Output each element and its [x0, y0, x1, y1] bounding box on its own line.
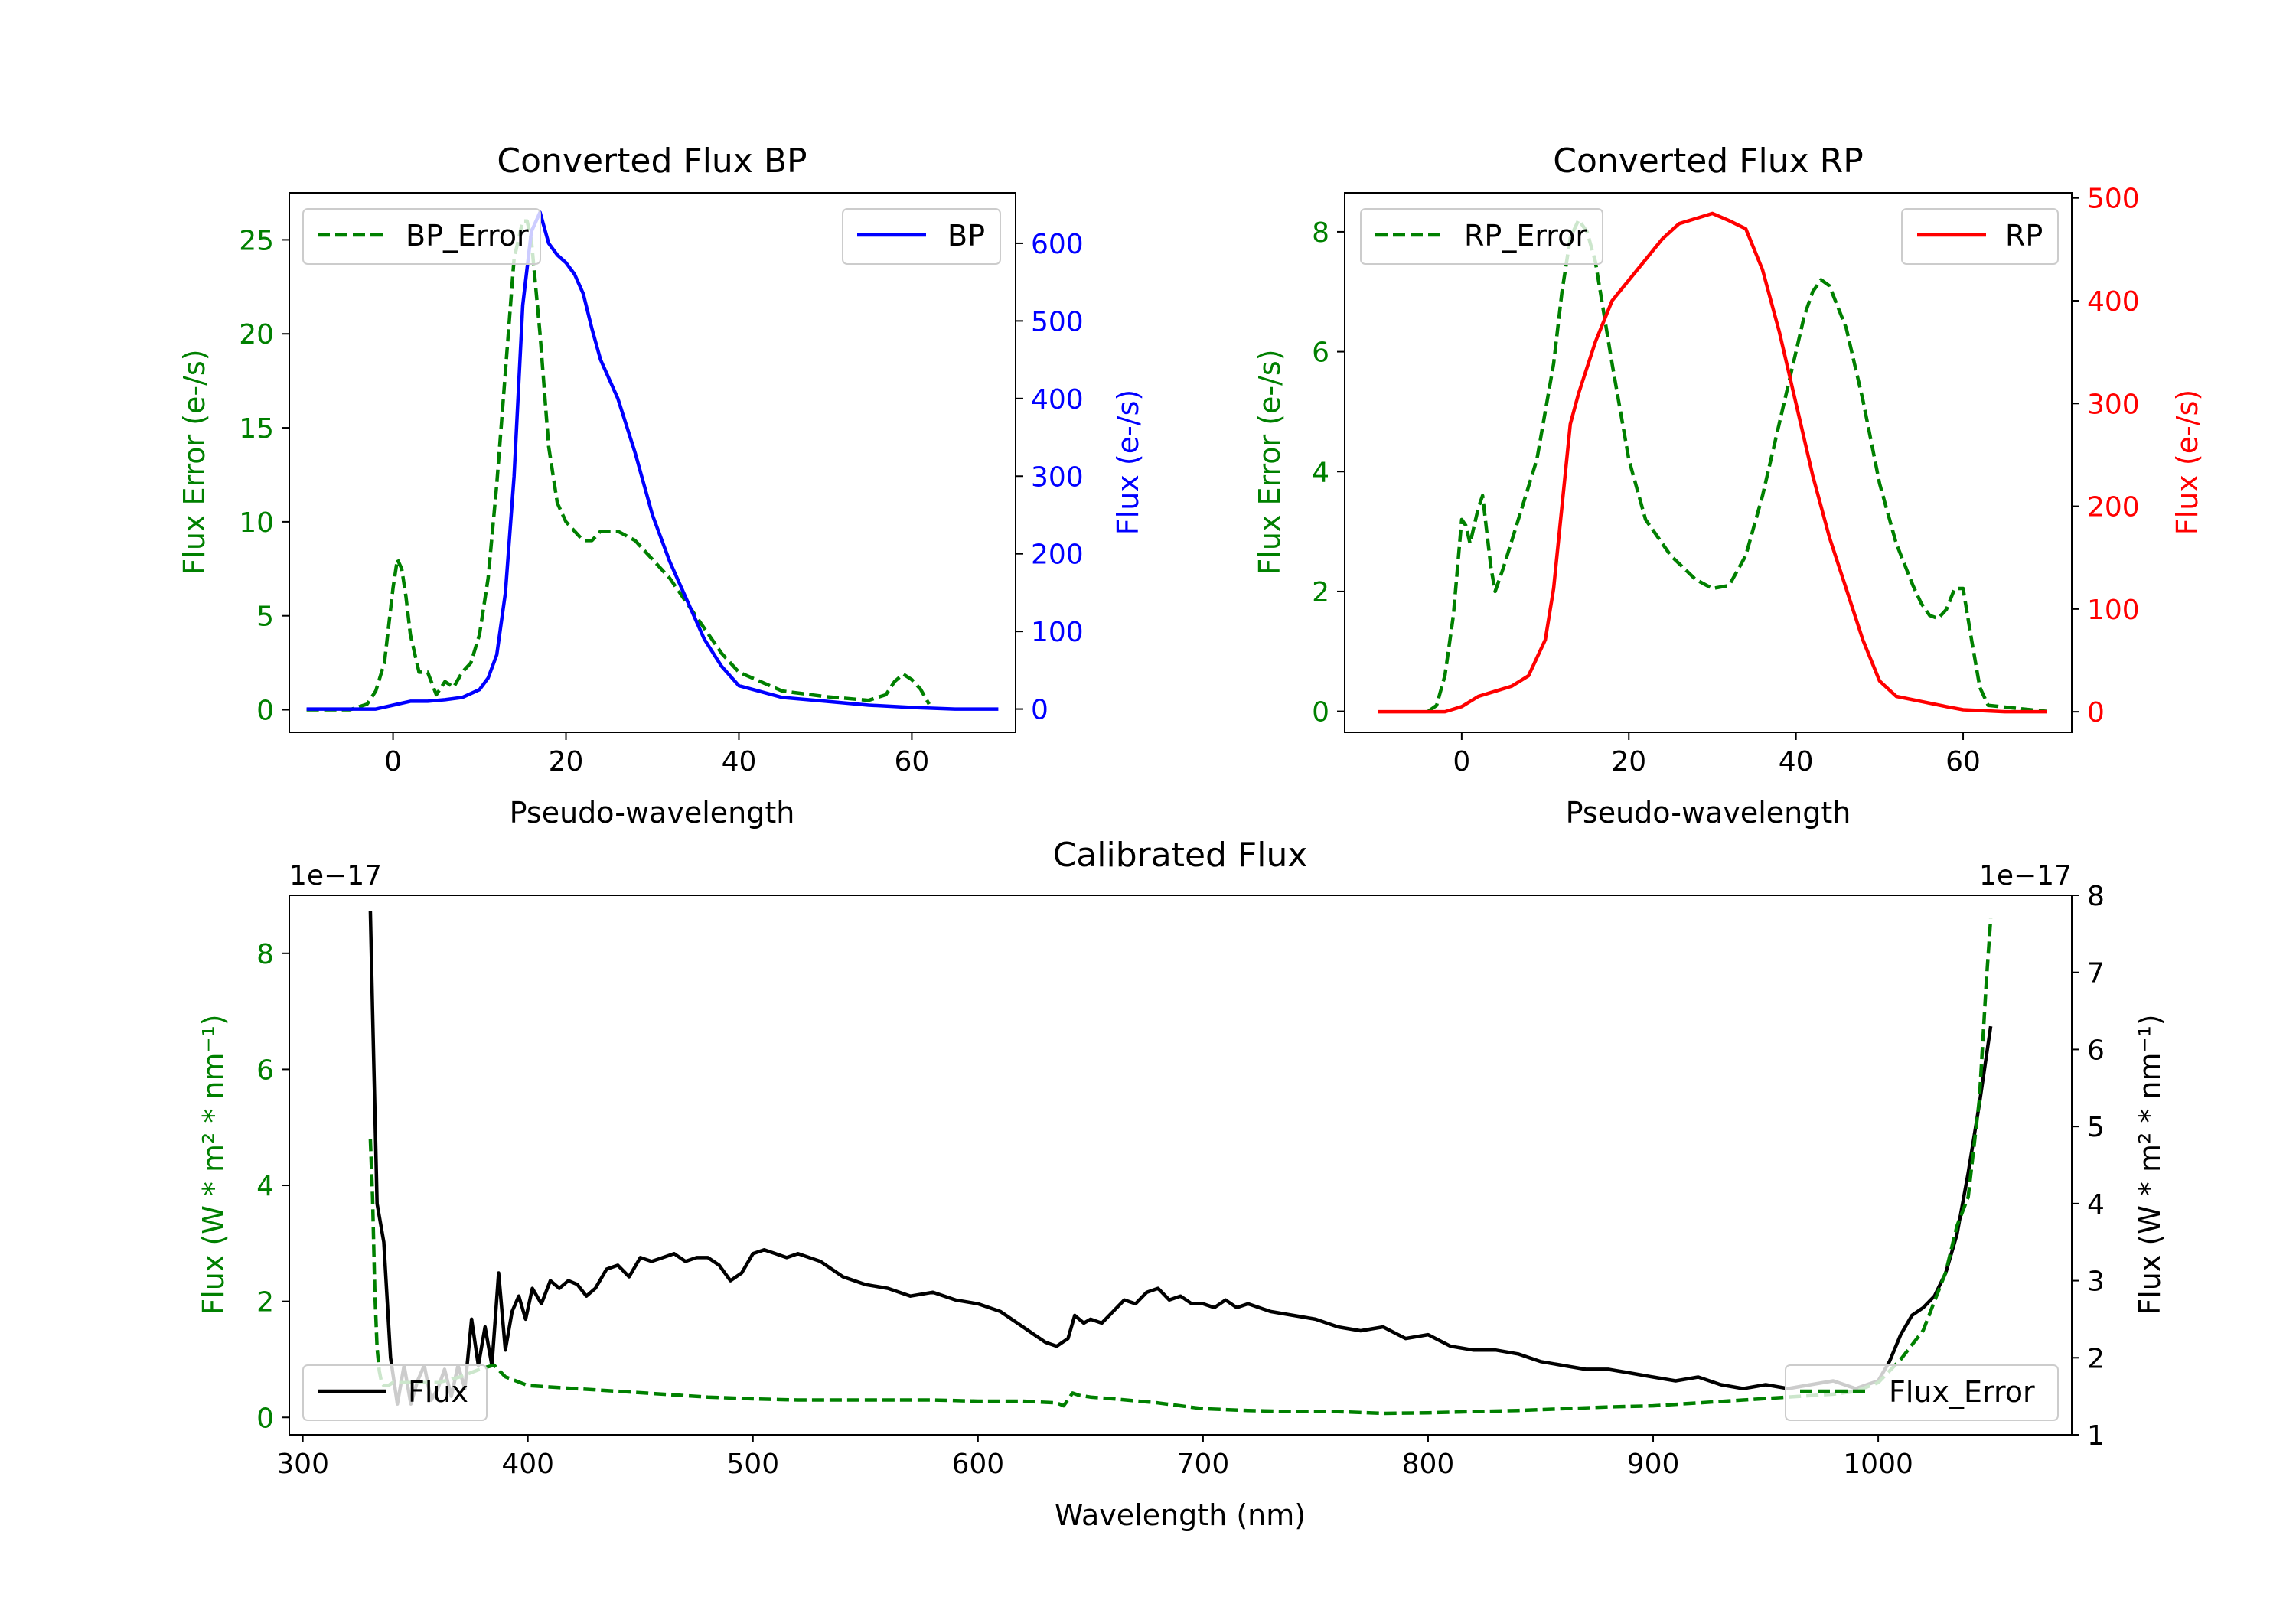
cal-x-tick-label: 500: [726, 1449, 779, 1480]
calibrated-legend-flux: Flux: [302, 1364, 488, 1421]
bp-legend-flux: BP: [842, 208, 1001, 265]
rp-legend-flux: RP: [1901, 208, 2059, 265]
calibrated-legend-error: Flux_Error: [1785, 1364, 2059, 1421]
rp-legend-error-box: [1360, 208, 1603, 265]
calibrated-legend-error-box: [1785, 1364, 2059, 1421]
rp-right-tick-label: 100: [2087, 595, 2140, 626]
bp-right-tick-label: 300: [1031, 461, 1084, 493]
rp-plot-area: [1378, 211, 2047, 714]
rp-ticks: 0 20 40 60 0 2 4 6 8 0 100 200 300 400 500: [1312, 184, 2140, 777]
rp-left-tick-label: 6: [1312, 337, 1329, 369]
rp-legend-error: RP_Error: [1360, 208, 1603, 265]
cal-x-tick-label: 900: [1627, 1449, 1680, 1480]
bp-left-tick-label: 5: [256, 601, 274, 633]
cal-left-tick-label: 6: [256, 1054, 274, 1086]
calibrated-left-offset-label: 1e−17: [289, 860, 382, 892]
calibrated-legend-flux-box: [302, 1364, 488, 1421]
bp-right-tick-label: 500: [1031, 306, 1084, 337]
bp-series-bp: [306, 210, 999, 711]
rp-axes-frame: [1344, 192, 2073, 733]
bp-x-tick-label: 40: [722, 746, 757, 777]
rp-x-tick-label: 0: [1453, 746, 1470, 777]
calibrated-x-axis-label: Wavelength (nm): [1055, 1498, 1306, 1532]
bp-right-tick-label: 0: [1031, 695, 1049, 726]
cal-series-flux: [368, 911, 1993, 1406]
rp-right-tick-label: 500: [2087, 184, 2140, 215]
calibrated-panel: Calibrated Flux 1e−17 1e−17 300 400 500 600…: [197, 836, 2167, 1532]
bp-right-tick-label: 400: [1031, 384, 1084, 416]
cal-left-tick-label: 4: [256, 1171, 274, 1202]
rp-right-tick-label: 200: [2087, 492, 2140, 523]
calibrated-left-axis-label: Flux (W * m² * nm⁻¹): [197, 1014, 230, 1315]
bp-panel: Converted Flux BP 0 20 40 60051015202501002…: [178, 142, 1145, 830]
rp-x-tick-label: 60: [1945, 746, 1981, 777]
cal-x-tick-label: 400: [501, 1449, 554, 1480]
rp-right-axis-label: Flux (e-/s): [2170, 390, 2204, 535]
bp-axes-frame: [289, 192, 1016, 733]
cal-right-tick-label: 6: [2087, 1035, 2105, 1066]
cal-x-tick-label: 600: [951, 1449, 1004, 1480]
rp-legend-error-label: RP_Error: [1464, 219, 1587, 253]
calibrated-ticks: 300 400 500 600 700 800 900 1000 0 2 4 6 8 1 2 3 4 5 6 7 8: [256, 881, 2105, 1480]
cal-right-tick-label: 2: [2087, 1343, 2105, 1374]
rp-right-tick-label: 300: [2087, 389, 2140, 420]
bp-right-axis-label: Flux (e-/s): [1111, 390, 1145, 535]
cal-x-tick-label: 700: [1177, 1449, 1230, 1480]
cal-right-tick-label: 4: [2087, 1189, 2105, 1221]
cal-x-tick-label: 300: [276, 1449, 329, 1480]
rp-right-tick-label: 400: [2087, 286, 2140, 318]
bp-left-tick-label: 0: [256, 696, 274, 727]
calibrated-right-offset-label: 1e−17: [1979, 860, 2072, 892]
rp-left-axis-label: Flux Error (e-/s): [1253, 349, 1287, 575]
bp-x-tick-label: 60: [895, 746, 930, 777]
rp-left-tick-label: 2: [1312, 577, 1329, 608]
bp-x-tick-label: 20: [549, 746, 584, 777]
bp-left-tick-label: 15: [239, 413, 274, 445]
rp-left-tick-label: 0: [1312, 697, 1329, 729]
cal-left-tick-label: 0: [256, 1403, 274, 1434]
rp-legend-flux-label: RP: [2005, 219, 2043, 253]
rp-series-rp: [1378, 211, 2047, 714]
rp-panel: Converted Flux RP 0 20 40 60 0 2 4 6 8 0 100 200 300…: [1253, 142, 2204, 830]
calibrated-right-axis-label: Flux (W * m² * nm⁻¹): [2133, 1014, 2167, 1315]
calibrated-title: Calibrated Flux: [1053, 836, 1308, 875]
cal-right-tick-label: 1: [2087, 1420, 2105, 1452]
cal-right-tick-label: 5: [2087, 1112, 2105, 1143]
rp-right-tick-label: 0: [2087, 697, 2105, 729]
cal-x-tick-label: 800: [1402, 1449, 1455, 1480]
calibrated-legend-error-label: Flux_Error: [1889, 1375, 2035, 1409]
bp-right-tick-label: 600: [1031, 229, 1084, 260]
cal-right-tick-label: 7: [2087, 958, 2105, 989]
rp-x-tick-label: 20: [1611, 746, 1646, 777]
cal-left-tick-label: 8: [256, 939, 274, 970]
bp-left-tick-label: 20: [239, 319, 274, 350]
rp-x-tick-label: 40: [1779, 746, 1814, 777]
cal-x-tick-label: 1000: [1843, 1449, 1913, 1480]
bp-left-tick-label: 25: [239, 225, 274, 256]
rp-left-tick-label: 8: [1312, 217, 1329, 249]
bp-x-axis-label: Pseudo-wavelength: [510, 796, 795, 830]
bp-right-tick-label: 200: [1031, 539, 1084, 571]
bp-legend-error-label: BP_Error: [406, 219, 529, 253]
cal-left-tick-label: 2: [256, 1287, 274, 1319]
calibrated-axes-frame: [289, 895, 2073, 1436]
rp-left-tick-label: 4: [1312, 457, 1329, 488]
bp-x-tick-label: 0: [384, 746, 402, 777]
rp-title: Converted Flux RP: [1553, 142, 1864, 181]
cal-right-tick-label: 3: [2087, 1266, 2105, 1298]
bp-left-axis-label: Flux Error (e-/s): [178, 349, 211, 575]
bp-legend-error: BP_Error: [302, 208, 541, 265]
rp-x-axis-label: Pseudo-wavelength: [1566, 796, 1851, 830]
calibrated-legend-flux-label: Flux: [408, 1375, 468, 1409]
bp-right-tick-label: 100: [1031, 617, 1084, 648]
bp-legend-flux-label: BP: [947, 219, 985, 253]
cal-right-tick-label: 8: [2087, 881, 2105, 912]
bp-legend-error-box: [302, 208, 541, 265]
bp-title: Converted Flux BP: [497, 142, 807, 181]
bp-left-tick-label: 10: [239, 507, 274, 539]
rp-series-rp-error: [1427, 218, 2047, 713]
